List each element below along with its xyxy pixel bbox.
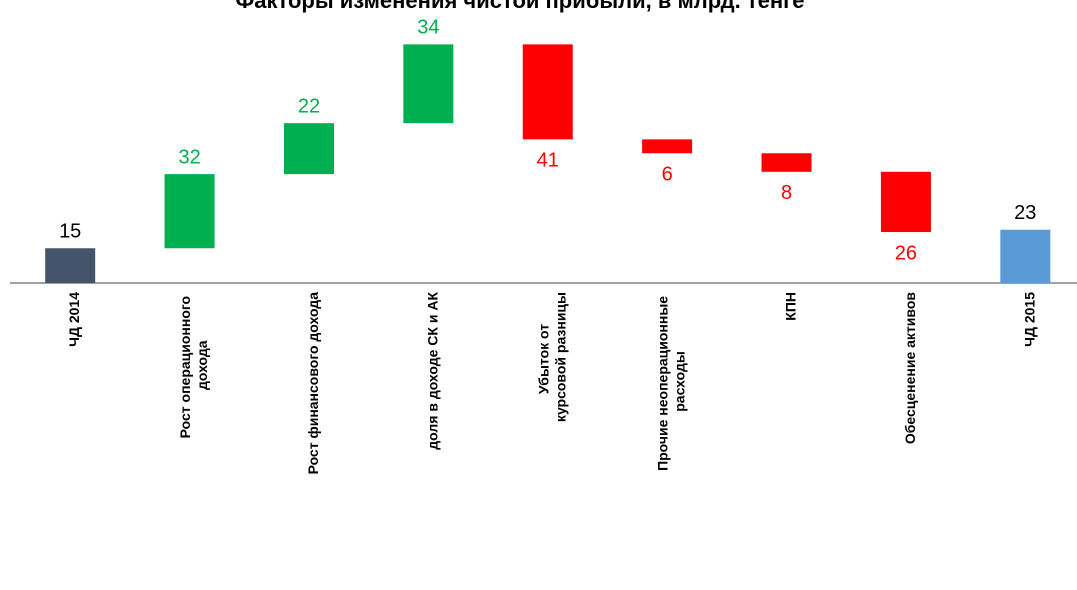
bar [1000, 229, 1051, 283]
value-label: 15 [59, 221, 81, 243]
x-tick-label: доля в доходе СК и АК [424, 292, 440, 450]
bar [403, 44, 454, 124]
bar [761, 153, 812, 172]
x-tick-label: ЧД 2014 [66, 292, 82, 347]
x-tick-label: ЧД 2015 [1021, 292, 1037, 347]
value-label: 41 [537, 150, 559, 172]
x-tick-label: Прочие неоперационные расходы [654, 292, 687, 471]
x-tick-label: КПН [782, 292, 798, 321]
bar [880, 171, 931, 233]
value-label: 22 [298, 95, 320, 117]
bar [642, 139, 693, 154]
x-tick-label: Убыток от курсовой разницы [535, 292, 568, 422]
bar [164, 174, 215, 249]
value-label: 8 [781, 182, 792, 204]
value-label: 6 [662, 164, 673, 186]
value-label: 34 [417, 17, 439, 39]
bar [522, 44, 573, 140]
x-tick-label: Рост операционного дохода [177, 292, 210, 438]
chart-title: Факторы изменения чистой прибыли, в млрд… [235, 0, 804, 13]
x-tick-label: Обесценение активов [902, 292, 918, 445]
value-label: 23 [1014, 202, 1036, 224]
x-tick-label: Рост финансового дохода [305, 292, 321, 475]
bar [45, 248, 96, 283]
value-label: 32 [178, 146, 200, 168]
value-label: 26 [895, 242, 917, 264]
bar [283, 123, 334, 175]
